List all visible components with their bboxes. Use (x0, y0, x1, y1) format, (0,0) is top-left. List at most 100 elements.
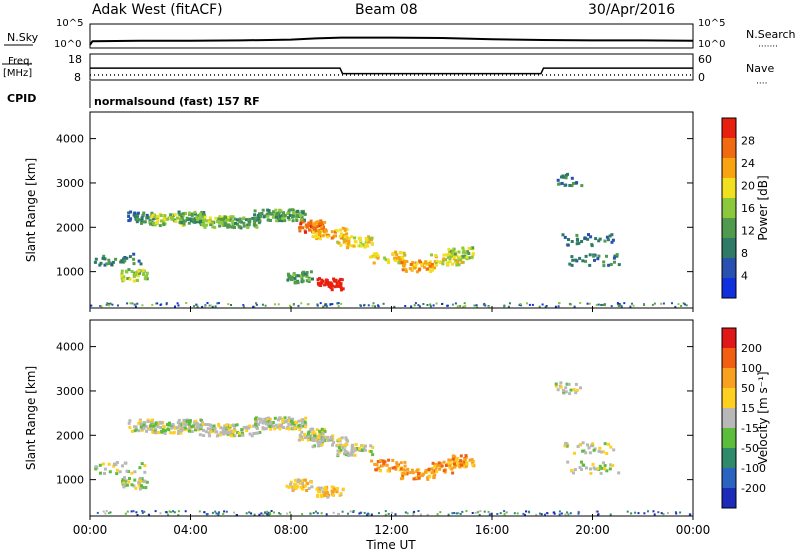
velocity-cell-137 (200, 419, 203, 422)
velocity-cell-578 (382, 461, 386, 465)
velocity-cell-768 (144, 486, 148, 489)
velocity-cell-563 (370, 459, 374, 463)
velocity-cell-908 (578, 443, 582, 447)
power-cell-517 (343, 235, 347, 239)
velocity-cell-916 (605, 452, 609, 455)
power-cell-66 (150, 215, 154, 219)
power-cell-256 (236, 222, 240, 226)
velocity-cell-758 (130, 483, 134, 487)
velocity-clutter-143 (595, 510, 598, 513)
velocity-cell-283 (276, 425, 280, 429)
velocity-cell-647 (451, 471, 455, 475)
velocity-clutter-166 (250, 512, 252, 515)
power-cell-372 (283, 213, 287, 217)
power-cell-697 (453, 252, 457, 256)
power-cell-592 (402, 259, 406, 263)
power-clutter-12 (177, 304, 180, 307)
velocity-cell-531 (344, 451, 347, 455)
velocity-clutter-134 (630, 512, 633, 515)
power-clutter-109 (319, 302, 322, 305)
power-cell-589 (430, 262, 434, 266)
power-cell-428 (316, 220, 320, 224)
velocity-cell-666 (435, 470, 439, 474)
velocity-cell-635 (431, 461, 435, 465)
velocity-cell-862 (292, 485, 296, 489)
velocity-cell-943 (567, 382, 571, 386)
velocity-cell-636 (448, 465, 452, 469)
power-cell-376 (287, 216, 290, 220)
power-clutter-113 (417, 304, 420, 307)
power-clutter-118 (451, 303, 454, 306)
velocity-cell-558 (379, 469, 383, 473)
velocity-cell-318 (269, 421, 273, 424)
velocity-clutter-67 (451, 512, 454, 515)
power-cell-645 (453, 260, 457, 264)
power-cell-459 (342, 233, 346, 237)
power-cell-436 (299, 222, 303, 226)
power-cell-530 (367, 240, 371, 244)
velocity-cell-924 (592, 448, 596, 452)
velocity-cell-365 (281, 417, 285, 421)
power-cell-489 (315, 235, 318, 239)
power-cell-943 (570, 176, 574, 180)
power-clutter-72 (136, 302, 139, 305)
velocity-ytick-label-2: 2000 (56, 429, 84, 442)
power-clutter-136 (196, 305, 199, 308)
power-cell-558 (400, 255, 404, 259)
power-cell-728 (125, 256, 129, 260)
velocity-cell-897 (608, 467, 612, 471)
power-cell-749 (130, 270, 134, 273)
power-cell-756 (122, 275, 126, 279)
velocity-clutter-68 (447, 513, 450, 516)
power-cell-51 (161, 221, 165, 225)
power-cell-270 (277, 219, 281, 223)
velocity-clutter-120 (478, 513, 481, 516)
power-cell-529 (342, 240, 346, 244)
velocity-cell-710 (143, 470, 147, 474)
power-clutter-62 (557, 305, 560, 308)
velocity-clutter-122 (169, 511, 172, 513)
velocity-clutter-31 (406, 512, 409, 515)
power-cell-431 (298, 226, 301, 230)
power-cell-379 (281, 217, 285, 220)
velocity-cell-146 (182, 422, 186, 426)
power-cell-720 (139, 262, 143, 266)
velocity-scatter (94, 381, 692, 516)
velocity-cell-942 (568, 392, 572, 396)
power-cell-524 (339, 243, 343, 247)
power-cell-375 (295, 214, 299, 218)
power-cell-79 (152, 221, 156, 225)
power-clutter-103 (429, 305, 432, 308)
velocity-cell-833 (307, 487, 311, 491)
velocity-colorbar-frame (721, 327, 737, 509)
velocity-cell-684 (453, 464, 457, 468)
power-cell-584 (433, 266, 436, 270)
power-cell-542 (375, 252, 378, 256)
velocity-cell-822 (331, 493, 335, 497)
power-cell-851 (309, 270, 313, 274)
velocity-cell-898 (570, 468, 574, 472)
velocity-cell-215 (215, 434, 219, 438)
power-cell-574 (394, 250, 398, 254)
velocity-clutter-138 (390, 511, 393, 514)
velocity-cell-25 (151, 426, 155, 430)
velocity-cell-579 (374, 468, 378, 472)
power-clutter-78 (129, 302, 132, 305)
velocity-cell-35 (142, 426, 146, 430)
velocity-cell-777 (140, 477, 144, 481)
velocity-clutter-163 (309, 512, 312, 515)
power-cell-286 (256, 214, 260, 217)
power-cell-0 (127, 211, 131, 215)
velocity-cell-903 (598, 446, 602, 450)
power-cell-432 (305, 225, 309, 229)
velocity-cell-847 (300, 481, 304, 484)
power-cell-194 (232, 222, 236, 226)
power-cell-659 (434, 262, 438, 266)
velocity-cell-111 (188, 425, 192, 429)
power-clutter-59 (677, 303, 680, 306)
power-cell-216 (202, 219, 206, 223)
power-cell-666 (445, 261, 449, 265)
power-clutter-168 (603, 304, 606, 307)
power-cell-195 (231, 219, 234, 223)
power-cell-99 (163, 214, 167, 218)
